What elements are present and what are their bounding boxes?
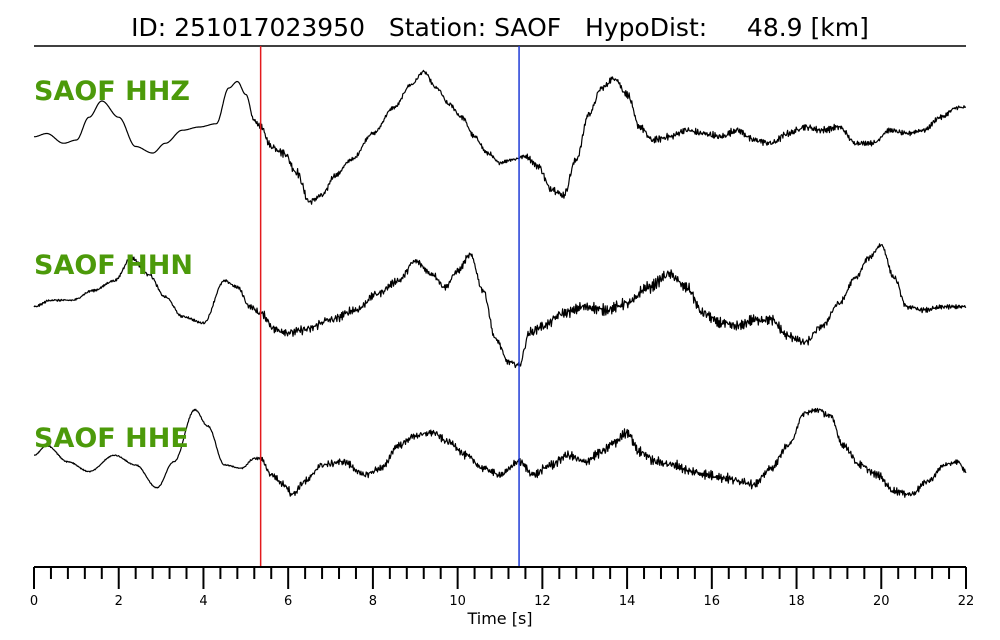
chart-title: ID: 251017023950 Station: SAOF HypoDist:…: [131, 13, 869, 42]
channel-labels: SAOF HHZ SAOF HHN SAOF HHE: [34, 76, 193, 454]
x-tick-label: 14: [619, 594, 636, 609]
trace-line: [33, 243, 967, 369]
x-tick-label: 8: [369, 594, 377, 609]
x-tick-label: 16: [704, 594, 721, 609]
channel-label: SAOF HHZ: [34, 76, 190, 107]
trace-line: [34, 407, 967, 498]
time-axis: 0 2 4 6 8 10 12 14 16 18 20 22: [30, 566, 975, 609]
x-tick-label: 4: [199, 594, 207, 609]
trace-line: [33, 69, 966, 205]
x-tick-label: 10: [449, 594, 466, 609]
x-tick-label: 0: [30, 594, 38, 609]
x-tick-label: 12: [534, 594, 551, 609]
x-tick-label: 18: [788, 594, 805, 609]
x-tick-label: 6: [284, 594, 292, 609]
x-tick-label: 2: [115, 594, 123, 609]
channel-label: SAOF HHN: [34, 250, 193, 281]
channel-label: SAOF HHE: [34, 423, 189, 454]
pick-markers: [259, 46, 520, 567]
x-axis-label: Time [s]: [466, 609, 532, 628]
traces-layer: [33, 69, 967, 498]
x-tick-label: 22: [958, 594, 975, 609]
x-tick-label: 20: [873, 594, 890, 609]
